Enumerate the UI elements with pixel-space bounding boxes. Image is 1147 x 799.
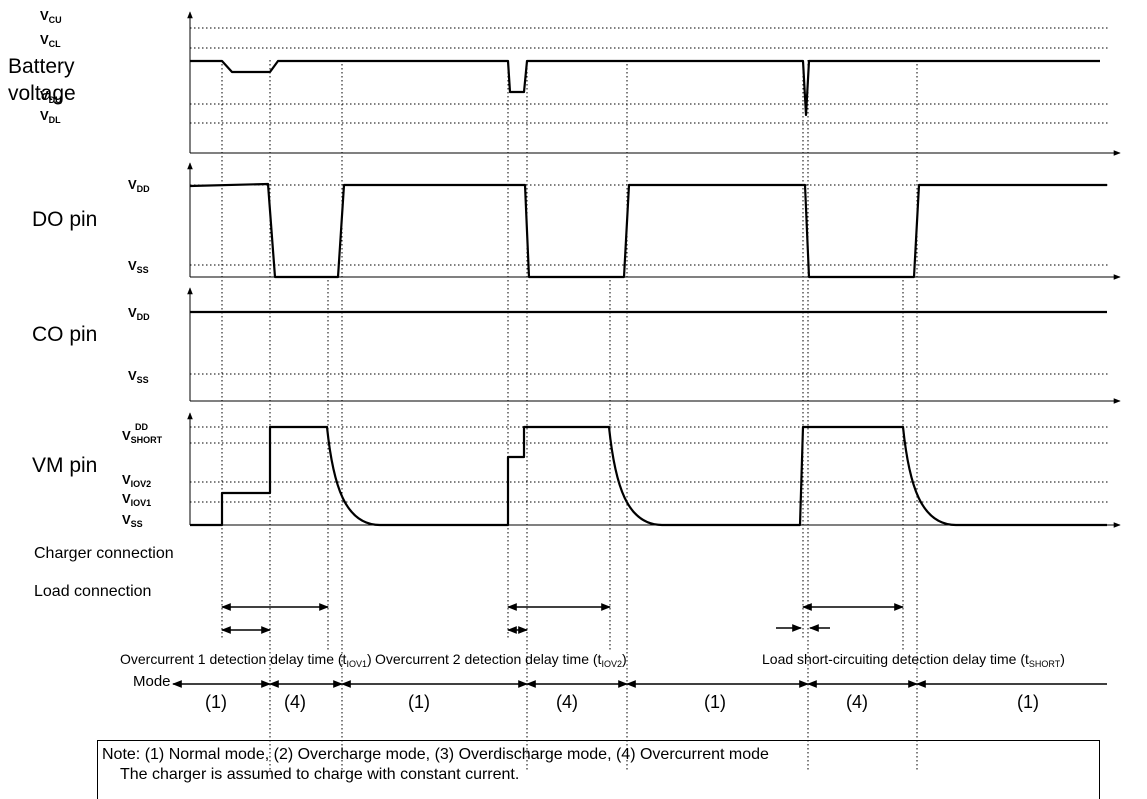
- battery-label-line1: Battery: [8, 55, 75, 78]
- do-level-vss: VSS: [128, 258, 149, 275]
- mode-segment: (1): [704, 692, 726, 712]
- mode-row: Mode (1) (4) (1) (4) (1) (4) (1): [133, 673, 1107, 712]
- vm-pin-waveform: [190, 425, 1107, 527]
- battery-voltage-panel: Battery voltage VCU VCL VDU VDL: [8, 8, 1121, 156]
- vm-pin-panel: VM pin DD VSHORT VIOV2 VIOV1 VSS: [32, 412, 1121, 529]
- level-vcl: VCL: [40, 32, 61, 49]
- caption-overcurrent1: Overcurrent 1 detection delay time (tIOV…: [120, 651, 372, 669]
- vm-level-viov1: VIOV1: [122, 491, 151, 508]
- co-level-vss: VSS: [128, 368, 149, 385]
- battery-voltage-waveform: [190, 59, 1100, 117]
- mode-segment: (4): [284, 692, 306, 712]
- do-pin-panel: DO pin VDD VSS: [32, 162, 1121, 280]
- co-level-vdd: VDD: [128, 305, 150, 322]
- note-line-2: The charger is assumed to charge with co…: [120, 766, 520, 783]
- level-vcu: VCU: [40, 8, 62, 25]
- do-pin-label: DO pin: [32, 208, 97, 231]
- co-pin-panel: CO pin VDD VSS: [32, 287, 1121, 404]
- delay-arrows: [221, 603, 904, 634]
- mode-segment: (1): [408, 692, 430, 712]
- level-vdu: VDU: [40, 88, 62, 105]
- vm-level-dd: DD: [135, 422, 148, 432]
- battery-label-line2: voltage: [8, 82, 76, 105]
- event-guides: [221, 60, 918, 770]
- caption-load-short: Load short-circuiting detection delay ti…: [762, 651, 1065, 669]
- charger-connection-label: Charger connection: [34, 545, 174, 562]
- caption-overcurrent2: Overcurrent 2 detection delay time (tIOV…: [375, 651, 627, 669]
- do-level-vdd: VDD: [128, 177, 150, 194]
- mode-segment: (1): [205, 692, 227, 712]
- mode-segment: (1): [1017, 692, 1039, 712]
- mode-label: Mode: [133, 673, 171, 690]
- vm-pin-label: VM pin: [32, 454, 97, 477]
- mode-segment: (4): [846, 692, 868, 712]
- vm-level-viov2: VIOV2: [122, 472, 151, 489]
- vm-level-vss: VSS: [122, 512, 143, 529]
- note-box: Note: (1) Normal mode, (2) Overcharge mo…: [97, 740, 1100, 799]
- co-pin-label: CO pin: [32, 323, 97, 346]
- note-line-1: Note: (1) Normal mode, (2) Overcharge mo…: [102, 746, 769, 763]
- vm-level-vshort: VSHORT: [122, 428, 163, 445]
- load-connection-label: Load connection: [34, 583, 151, 600]
- mode-segment: (4): [556, 692, 578, 712]
- level-vdl: VDL: [40, 108, 61, 125]
- do-pin-waveform: [189, 182, 1107, 279]
